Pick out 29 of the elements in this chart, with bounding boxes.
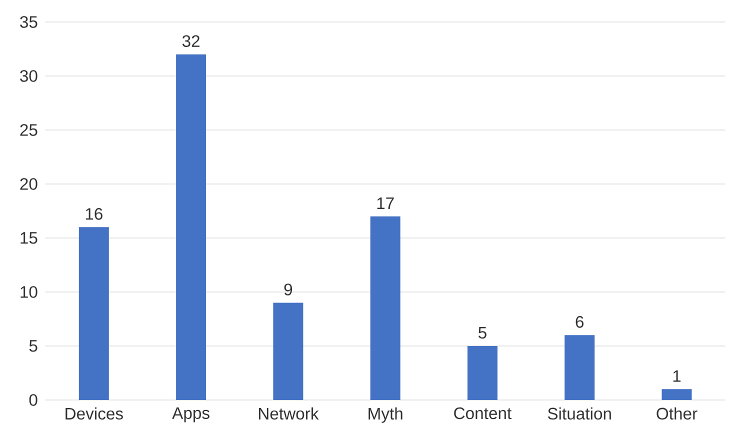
bar [78, 227, 109, 400]
data-label: 6 [576, 316, 584, 328]
data-label: 17 [377, 198, 394, 210]
bar [564, 335, 595, 400]
x-tick-label: Situation [548, 407, 611, 420]
y-tick-label: 0 [29, 394, 38, 406]
y-tick-label: 10 [20, 286, 38, 298]
x-tick-label: Myth [368, 407, 402, 423]
x-tick-label: Network [258, 407, 319, 420]
x-tick-label: Other [656, 407, 698, 420]
bar [370, 216, 400, 400]
y-tick-label: 15 [20, 232, 38, 244]
y-tick-label: 20 [20, 178, 38, 190]
data-label: 32 [182, 35, 200, 48]
y-tick-label: 25 [20, 124, 38, 136]
data-label: 9 [284, 284, 292, 296]
bar [273, 302, 304, 400]
x-tick-label: Devices [66, 407, 123, 420]
data-label: 16 [86, 208, 102, 220]
bar [176, 54, 206, 400]
x-tick-label: Content [454, 407, 512, 420]
x-tick-label: Apps [172, 407, 210, 422]
bar [467, 346, 498, 400]
y-tick-label: 35 [20, 16, 38, 28]
data-label: 5 [478, 326, 486, 339]
y-tick-label: 30 [20, 70, 38, 82]
data-label: 1 [673, 370, 681, 382]
y-tick-label: 5 [29, 340, 38, 352]
bar [662, 389, 692, 400]
